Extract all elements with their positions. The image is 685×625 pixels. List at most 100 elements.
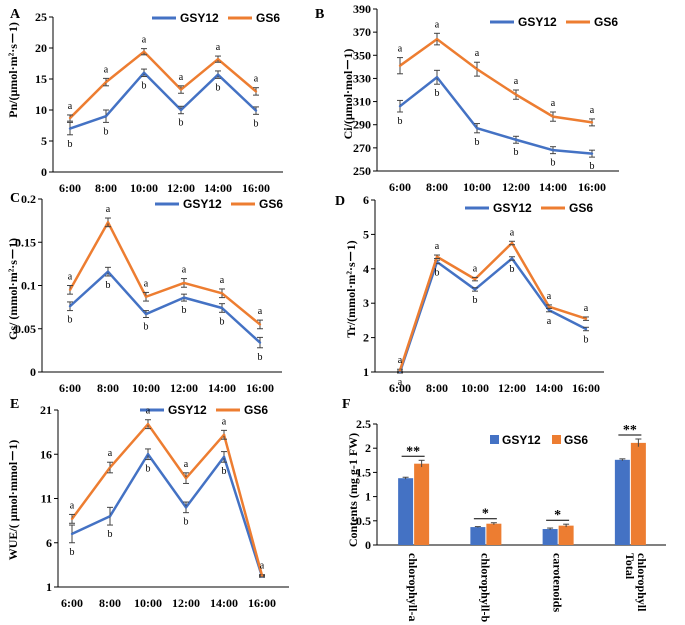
c-data-point-gsy12 <box>106 270 110 273</box>
d-y-tick-label: 2 <box>363 331 369 345</box>
d-x-tick-label: 16:00 <box>572 381 600 395</box>
e-data-point-gs6 <box>184 476 188 480</box>
b-significance-label: b <box>435 88 440 99</box>
b-significance-label: a <box>514 76 519 87</box>
e-data-point-gs6 <box>222 433 226 436</box>
b-significance-label: a <box>398 44 403 55</box>
d-data-point-gsy12 <box>584 327 588 331</box>
c-data-point-gsy12 <box>258 341 262 344</box>
c-significance-label: a <box>258 306 263 317</box>
c-x-tick-label: 10:00 <box>132 381 160 395</box>
d-y-tick-label: 6 <box>363 193 369 207</box>
f-x-category-label: chlorophyll <box>635 553 649 612</box>
a-significance-label: a <box>142 35 147 46</box>
d-significance-label: b <box>435 268 440 279</box>
b-y-tick-label: 350 <box>353 48 371 62</box>
f-panel-label: F <box>342 397 351 412</box>
panel-b-ci-chart: 250 270 290 310 330 350 370 390 6:00 8:00 10:00 12:… <box>315 2 619 194</box>
e-panel-label: E <box>10 397 19 412</box>
a-y-tick-label: 20 <box>35 41 47 55</box>
c-significance-label: a <box>106 204 111 215</box>
panel-a-pn-chart: 0 5 10 15 20 25 6:00 8:00 10:00 12:00 14:00 16:00 Pn… <box>6 7 283 195</box>
f-bar-gsy12 <box>542 529 558 545</box>
b-series-line-gsy12 <box>399 76 593 155</box>
f-x-category-label: carotenoids <box>551 553 565 612</box>
a-legend-label-gsy12: GSY12 <box>180 11 219 25</box>
e-data-point-gs6 <box>70 517 74 521</box>
f-y-tick-label: 2.5 <box>356 417 371 431</box>
e-x-tick-label: 16:00 <box>248 596 276 610</box>
a-data-point-gs6 <box>104 80 108 84</box>
e-significance-label: b <box>184 517 189 528</box>
a-series-line-gs6 <box>69 50 257 119</box>
f-x-category-label: chlorophyll-a <box>406 553 420 621</box>
a-data-point-gs6 <box>68 116 72 120</box>
e-data-point-gs6 <box>108 466 112 469</box>
e-data-point-gsy12 <box>70 532 74 536</box>
b-data-point-gs6 <box>435 37 439 41</box>
c-significance-label: a <box>144 278 149 289</box>
a-data-point-gsy12 <box>179 108 183 112</box>
b-y-tick-label: 310 <box>353 95 371 109</box>
a-significance-label: b <box>254 118 259 129</box>
e-y-tick-label: 16 <box>40 447 52 461</box>
b-significance-label: b <box>551 158 556 169</box>
f-significance-stars: ** <box>623 423 637 438</box>
a-significance-label: a <box>216 42 221 53</box>
d-data-point-gs6 <box>510 241 514 245</box>
f-legend-swatch-gsy12 <box>490 435 499 444</box>
e-significance-label: a <box>222 416 227 427</box>
b-y-tick-label: 270 <box>353 141 371 155</box>
b-x-tick-label: 12:00 <box>502 180 530 194</box>
c-panel-label: C <box>10 191 20 206</box>
b-significance-label: b <box>398 116 403 127</box>
b-x-tick-label: 6:00 <box>389 180 411 194</box>
a-data-point-gsy12 <box>68 127 72 130</box>
a-data-point-gsy12 <box>104 115 108 118</box>
b-x-tick-label: 10:00 <box>463 180 491 194</box>
d-significance-label: b <box>510 264 515 275</box>
c-x-tick-label: 12:00 <box>170 381 198 395</box>
c-data-point-gsy12 <box>68 305 72 308</box>
c-significance-label: a <box>68 272 73 283</box>
a-y-axis-label: Pn/(μmol·m²·s－1) <box>6 22 20 118</box>
a-y-tick-label: 0 <box>41 165 47 179</box>
e-y-tick-label: 21 <box>40 403 52 417</box>
e-x-tick-label: 8:00 <box>99 596 121 610</box>
d-legend-label-gs6: GS6 <box>569 201 593 215</box>
d-data-point-gsy12 <box>547 308 551 312</box>
d-significance-label: a <box>398 355 403 366</box>
c-y-tick-label: 0.05 <box>15 322 36 336</box>
c-significance-label: b <box>182 305 187 316</box>
d-y-axis-label: Tr/(mmol·m²·s－1) <box>344 240 358 337</box>
d-y-tick-label: 1 <box>363 365 369 379</box>
f-x-category-label: Total <box>623 553 637 580</box>
b-data-point-gsy12 <box>475 126 479 130</box>
a-data-point-gsy12 <box>216 73 220 76</box>
d-x-tick-label: 14:00 <box>535 381 563 395</box>
d-x-tick-label: 10:00 <box>461 381 489 395</box>
c-data-point-gsy12 <box>182 296 186 299</box>
d-x-tick-label: 12:00 <box>498 381 526 395</box>
d-significance-label: a <box>584 303 589 314</box>
a-data-point-gs6 <box>216 57 220 61</box>
d-significance-label: b <box>584 335 589 346</box>
c-x-tick-label: 8:00 <box>97 381 119 395</box>
f-significance-stars: * <box>482 507 489 522</box>
f-bar-gsy12 <box>470 527 486 545</box>
c-significance-label: b <box>258 352 263 363</box>
b-series-line-gs6 <box>399 37 593 124</box>
d-significance-label: a <box>435 241 440 252</box>
e-x-tick-label: 6:00 <box>61 596 83 610</box>
f-y-tick-label: 1 <box>365 490 371 504</box>
d-series-line-gs6 <box>398 241 587 371</box>
b-y-tick-label: 330 <box>353 71 371 85</box>
panel-c-gs-chart: 0 0.05 0.1 0.15 0.2 6:00 8:00 10:00 12:00 14:00 16… <box>6 191 283 395</box>
b-x-tick-label: 16:00 <box>578 180 606 194</box>
d-series-line-gsy12 <box>398 257 587 373</box>
c-data-point-gs6 <box>182 281 186 285</box>
a-y-tick-label: 15 <box>35 72 47 86</box>
b-y-tick-label: 250 <box>353 164 371 178</box>
d-data-point-gs6 <box>473 277 477 281</box>
